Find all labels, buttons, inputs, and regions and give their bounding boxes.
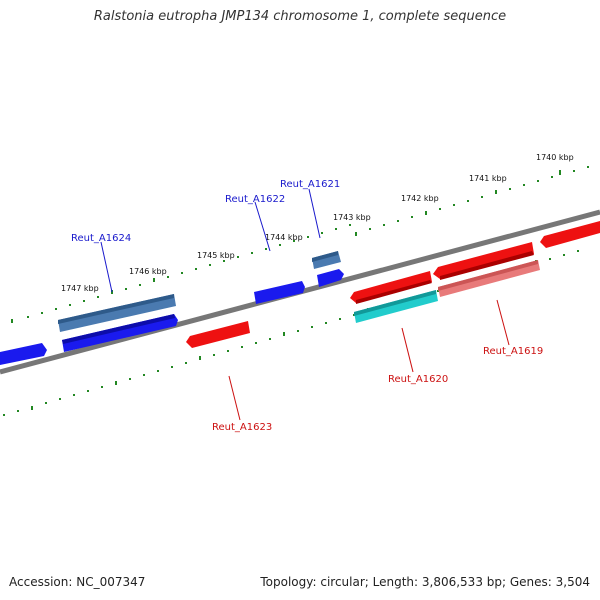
leader-lines-reverse: [228, 299, 510, 421]
scale-label-1743: 1743 kbp: [333, 213, 371, 222]
scale-label-1744: 1744 kbp: [265, 233, 303, 242]
gene-reut-a1623[interactable]: [186, 321, 250, 348]
upper-tick-track: [11, 166, 589, 323]
accession-text: Accession: NC_007347: [9, 575, 146, 589]
gene-reverse-2[interactable]: [433, 242, 534, 280]
gene-forward-edge[interactable]: [0, 343, 47, 365]
gene-forward-small[interactable]: [317, 269, 344, 287]
gene-reverse-edge[interactable]: [540, 221, 600, 248]
gene-reut-a1622[interactable]: [254, 281, 305, 304]
gene-label-reut-a1621[interactable]: Reut_A1621: [280, 179, 340, 190]
gene-label-reut-a1624[interactable]: Reut_A1624: [71, 233, 131, 244]
gene-reut-a1619[interactable]: [438, 260, 540, 297]
gene-label-reut-a1619[interactable]: Reut_A1619: [483, 346, 543, 357]
gene-forward-left[interactable]: [62, 314, 178, 352]
scale-label-1746: 1746 kbp: [129, 267, 167, 276]
gene-reut-a1624[interactable]: [58, 294, 176, 332]
gene-label-reut-a1620[interactable]: Reut_A1620: [388, 374, 448, 385]
gene-label-reut-a1623[interactable]: Reut_A1623: [212, 422, 272, 433]
scale-label-1740: 1740 kbp: [536, 153, 574, 162]
leader-lines-forward: [100, 188, 321, 293]
scale-label-1741: 1741 kbp: [469, 174, 507, 183]
scale-label-1747: 1747 kbp: [61, 284, 99, 293]
map-title: Ralstonia eutropha JMP134 chromosome 1, …: [93, 9, 507, 24]
genome-summary-text: Topology: circular; Length: 3,806,533 bp…: [260, 575, 590, 589]
scale-label-1742: 1742 kbp: [401, 194, 439, 203]
scale-label-1745: 1745 kbp: [197, 251, 235, 260]
gene-label-reut-a1622[interactable]: Reut_A1622: [225, 194, 285, 205]
gene-reut-a1620[interactable]: [354, 290, 438, 323]
gene-reut-a1621[interactable]: [312, 251, 341, 269]
gene-reverse-1[interactable]: [350, 271, 432, 304]
